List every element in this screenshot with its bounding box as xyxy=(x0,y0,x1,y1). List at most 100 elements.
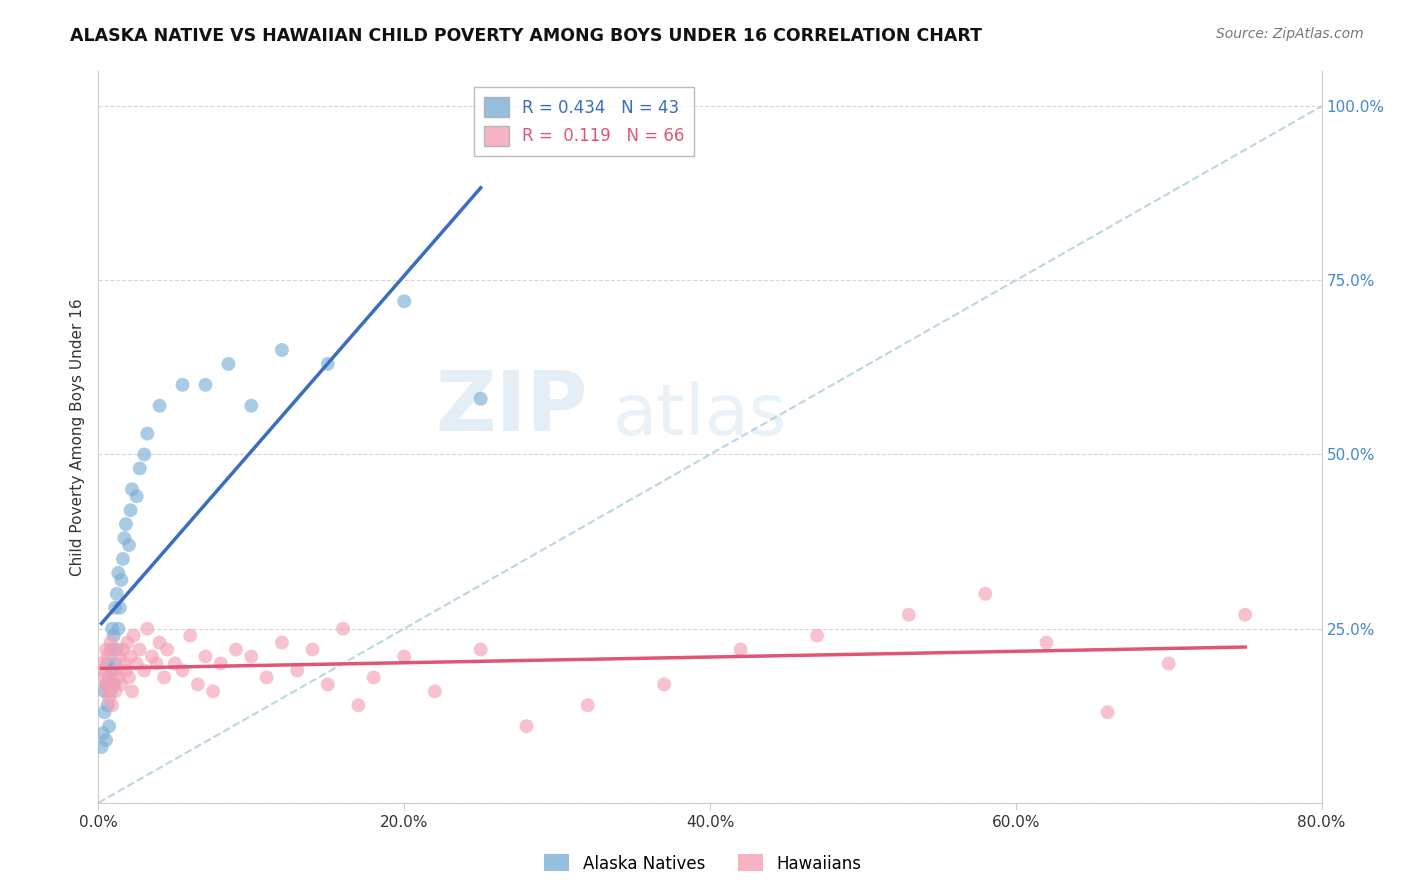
Point xyxy=(332,622,354,636)
Point xyxy=(134,448,156,462)
Point xyxy=(90,657,112,671)
Point xyxy=(136,622,159,636)
Point xyxy=(104,600,127,615)
Point xyxy=(1157,657,1180,671)
Point xyxy=(93,670,115,684)
Point xyxy=(172,377,194,392)
Point xyxy=(897,607,920,622)
Point xyxy=(115,517,138,532)
Point xyxy=(125,657,148,671)
Point xyxy=(194,377,217,392)
Point xyxy=(120,649,142,664)
Point xyxy=(1234,607,1257,622)
Point xyxy=(91,726,114,740)
Point xyxy=(149,635,172,649)
Point xyxy=(1035,635,1057,649)
Point xyxy=(470,392,492,406)
Point xyxy=(145,657,167,671)
Point xyxy=(172,664,194,678)
Point xyxy=(392,294,416,309)
Point xyxy=(103,677,125,691)
Point xyxy=(115,664,138,678)
Text: ALASKA NATIVE VS HAWAIIAN CHILD POVERTY AMONG BOYS UNDER 16 CORRELATION CHART: ALASKA NATIVE VS HAWAIIAN CHILD POVERTY … xyxy=(70,27,983,45)
Point xyxy=(187,677,209,691)
Point xyxy=(103,642,125,657)
Legend: R = 0.434   N = 43, R =  0.119   N = 66: R = 0.434 N = 43, R = 0.119 N = 66 xyxy=(474,87,695,156)
Point xyxy=(316,357,339,371)
Point xyxy=(270,343,292,357)
Point xyxy=(136,426,159,441)
Point xyxy=(94,677,117,691)
Point xyxy=(117,635,139,649)
Point xyxy=(179,629,201,643)
Point xyxy=(98,670,121,684)
Point xyxy=(101,698,124,713)
Point xyxy=(111,552,134,566)
Point xyxy=(112,657,135,671)
Text: Source: ZipAtlas.com: Source: ZipAtlas.com xyxy=(1216,27,1364,41)
Point xyxy=(256,670,278,684)
Point xyxy=(101,622,124,636)
Point xyxy=(97,684,120,698)
Point xyxy=(516,719,538,733)
Point xyxy=(240,649,263,664)
Point xyxy=(134,664,156,678)
Point xyxy=(652,677,675,691)
Point xyxy=(209,657,232,671)
Point xyxy=(240,399,263,413)
Legend: Alaska Natives, Hawaiians: Alaska Natives, Hawaiians xyxy=(537,847,869,880)
Point xyxy=(104,657,127,671)
Point xyxy=(423,684,446,698)
Point xyxy=(149,399,172,413)
Point xyxy=(122,629,145,643)
Point xyxy=(101,664,124,678)
Point xyxy=(98,719,121,733)
Point xyxy=(108,649,131,664)
Point xyxy=(100,635,122,649)
Point xyxy=(107,566,129,580)
Point xyxy=(217,357,239,371)
Point xyxy=(103,677,125,691)
Point xyxy=(163,657,186,671)
Point xyxy=(156,642,179,657)
Point xyxy=(120,503,142,517)
Point xyxy=(128,642,150,657)
Point xyxy=(107,670,129,684)
Point xyxy=(576,698,599,713)
Point xyxy=(392,649,416,664)
Point xyxy=(363,670,385,684)
Point xyxy=(125,489,148,503)
Point xyxy=(90,740,112,755)
Point xyxy=(730,642,752,657)
Point xyxy=(100,642,122,657)
Point xyxy=(153,670,176,684)
Point xyxy=(316,677,339,691)
Point xyxy=(107,622,129,636)
Point xyxy=(94,642,117,657)
Point xyxy=(194,649,217,664)
Point xyxy=(105,642,128,657)
Point xyxy=(470,642,492,657)
Point xyxy=(270,635,292,649)
Point xyxy=(94,733,117,747)
Point xyxy=(225,642,247,657)
Text: ZIP: ZIP xyxy=(436,368,588,449)
Point xyxy=(104,684,127,698)
Point xyxy=(98,691,121,706)
Point xyxy=(121,684,143,698)
Point xyxy=(347,698,370,713)
Point xyxy=(118,670,141,684)
Point xyxy=(103,629,125,643)
Point xyxy=(974,587,997,601)
Point xyxy=(285,664,308,678)
Point xyxy=(91,664,114,678)
Point xyxy=(105,664,128,678)
Point xyxy=(100,670,122,684)
Point xyxy=(108,600,131,615)
Point xyxy=(110,573,132,587)
Point xyxy=(110,677,132,691)
Point xyxy=(100,684,122,698)
Point xyxy=(128,461,150,475)
Point xyxy=(97,698,120,713)
Point xyxy=(806,629,828,643)
